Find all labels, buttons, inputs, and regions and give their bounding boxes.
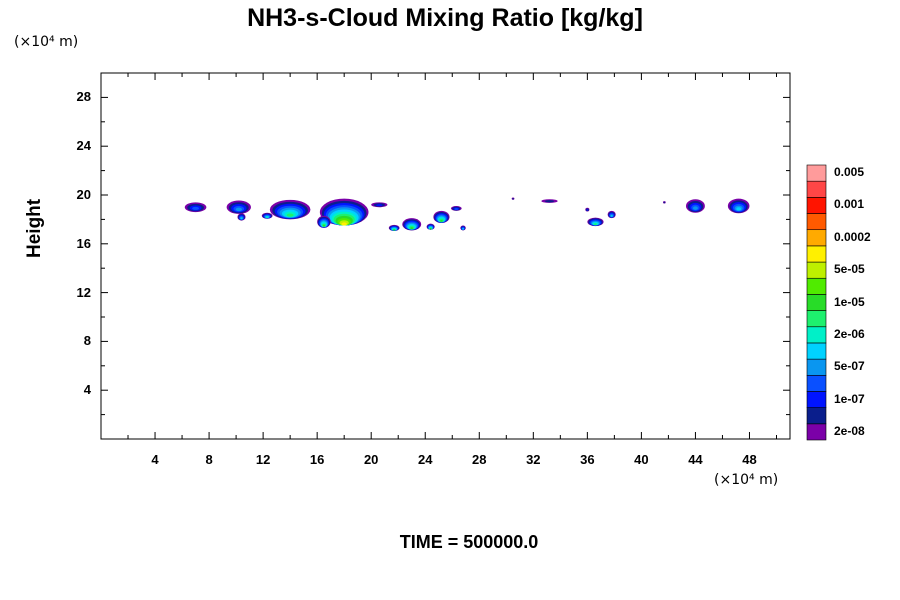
colorbar-cell xyxy=(806,374,827,392)
cloud-blob xyxy=(317,215,331,228)
cloud-level xyxy=(266,216,269,219)
cloud-level xyxy=(240,217,243,220)
colorbar-label: 5e-07 xyxy=(834,359,865,374)
time-label: TIME = 500000.0 xyxy=(399,532,539,552)
cloud-blob xyxy=(184,202,207,213)
y-tick-label: 20 xyxy=(76,187,91,202)
colorbar xyxy=(806,164,827,441)
cloud-blob xyxy=(319,198,369,226)
cloud-level xyxy=(610,215,613,217)
cloud-blob xyxy=(371,202,388,208)
cloud-level xyxy=(235,207,242,212)
colorbar-cell xyxy=(806,229,827,247)
y-tick-label: 4 xyxy=(83,382,91,398)
cloud-blob xyxy=(450,205,462,211)
cloud-level xyxy=(192,206,200,210)
cloud-blob xyxy=(226,200,251,214)
y-tick-label: 8 xyxy=(83,333,91,349)
cloud-blob xyxy=(402,218,422,231)
cloud-level xyxy=(663,201,666,204)
x-tick-label: 32 xyxy=(526,452,541,467)
cloud-layer xyxy=(184,197,750,231)
cloud-level xyxy=(586,209,589,211)
colorbar-cell xyxy=(806,277,827,295)
y-tick-label: 28 xyxy=(76,89,91,105)
colorbar-cell xyxy=(806,358,827,376)
x-tick-label: 48 xyxy=(742,452,757,467)
x-tick-label: 8 xyxy=(205,452,213,467)
x-tick-label: 28 xyxy=(472,452,487,467)
colorbar-label: 1e-05 xyxy=(834,294,865,309)
x-tick-label: 44 xyxy=(688,452,703,467)
colorbar-cell xyxy=(806,213,827,231)
cloud-blob xyxy=(587,217,604,227)
chart-title: NH3-s-Cloud Mixing Ratio [kg/kg] xyxy=(247,4,643,32)
colorbar-cell xyxy=(806,326,827,344)
cloud-level xyxy=(736,207,742,211)
x-tick-label: 16 xyxy=(309,452,325,467)
x-axis-unit: (×10⁴ m) xyxy=(714,472,779,488)
colorbar-cell xyxy=(806,245,827,263)
colorbar-label: 0.005 xyxy=(834,165,865,180)
colorbar-label: 5e-05 xyxy=(834,262,865,277)
colorbar-cell xyxy=(806,180,827,198)
cloud-blob xyxy=(433,210,450,224)
cloud-level xyxy=(692,206,698,210)
colorbar-label: 2e-08 xyxy=(834,423,865,438)
colorbar-label: 0.001 xyxy=(834,197,865,212)
cloud-level xyxy=(462,228,464,230)
colorbar-cell xyxy=(806,294,827,311)
x-tick-label: 12 xyxy=(255,452,271,467)
y-tick-label: 24 xyxy=(76,138,91,154)
cloud-blob xyxy=(261,212,273,219)
colorbar-cell xyxy=(806,164,827,182)
y-tick-label: 12 xyxy=(76,284,91,300)
cloud-blob xyxy=(585,207,590,212)
x-tick-label: 24 xyxy=(418,452,433,467)
tick-marks xyxy=(101,73,790,439)
colorbar-label: 2e-06 xyxy=(834,326,865,341)
cloud-blob xyxy=(541,199,558,203)
cloud-blob xyxy=(237,213,246,221)
cloud-level xyxy=(410,227,414,230)
colorbar-label: 0.0002 xyxy=(834,229,871,244)
colorbar-label: 1e-07 xyxy=(834,391,865,406)
x-tick-label: 36 xyxy=(580,452,595,467)
x-tick-label: 40 xyxy=(634,452,649,467)
cloud-level xyxy=(375,204,383,207)
cloud-level xyxy=(440,219,443,222)
cloud-level xyxy=(512,197,514,200)
y-axis-unit: (×10⁴ m) xyxy=(14,34,79,50)
y-tick-label: 16 xyxy=(76,235,91,251)
cloud-level xyxy=(341,222,347,226)
colorbar-cell xyxy=(806,423,827,441)
cloud-level xyxy=(544,200,555,203)
colorbar-cell xyxy=(806,261,827,279)
cloud-level xyxy=(322,224,325,227)
colorbar-cell xyxy=(806,342,827,360)
cloud-blob xyxy=(269,199,311,220)
cloud-blob xyxy=(685,199,705,213)
cloud-level xyxy=(454,208,459,210)
cloud-blob xyxy=(460,225,466,231)
colorbar-cell xyxy=(806,197,827,214)
cloud-blob xyxy=(607,210,616,219)
cloud-level xyxy=(429,227,432,230)
colorbar-cell xyxy=(806,310,827,328)
cloud-blob xyxy=(426,223,435,230)
x-tick-label: 20 xyxy=(363,452,379,467)
cloud-blob xyxy=(663,201,666,204)
cloud-blob xyxy=(511,197,515,200)
plot-frame xyxy=(100,72,791,440)
colorbar-cell xyxy=(806,391,827,408)
cloud-level xyxy=(393,229,395,231)
cloud-level xyxy=(594,223,597,226)
cloud-level xyxy=(286,213,294,217)
cloud-blob xyxy=(727,198,750,214)
colorbar-cell xyxy=(806,407,827,425)
x-tick-label: 4 xyxy=(151,452,159,467)
cloud-blob xyxy=(388,224,400,231)
